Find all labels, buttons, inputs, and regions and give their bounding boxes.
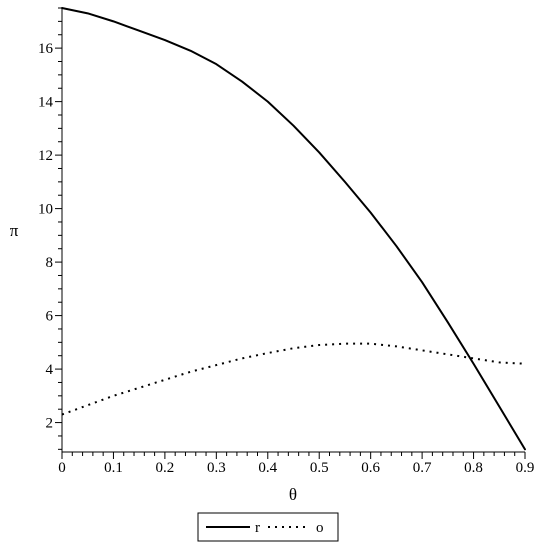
legend-label-o: o <box>316 520 324 536</box>
series-group <box>61 7 526 451</box>
series-line-r <box>61 7 526 451</box>
series-line-o <box>61 342 526 416</box>
x-tick-label: 0.7 <box>413 460 432 476</box>
y-axis-label: π <box>10 221 19 240</box>
x-tick-label: 0.6 <box>361 460 380 476</box>
x-tick-label: 0 <box>58 460 66 476</box>
y-tick-label: 2 <box>46 416 54 432</box>
y-axis-ticks: 2 4 6 8 10 12 14 16 <box>38 7 62 450</box>
y-tick-label: 8 <box>46 255 54 271</box>
x-tick-label: 0.3 <box>207 460 226 476</box>
legend-label-r: r <box>255 520 260 536</box>
x-tick-label: 0.1 <box>104 460 123 476</box>
x-tick-label: 0.4 <box>258 460 277 476</box>
axes <box>61 8 525 453</box>
x-axis-ticks: 0 0.1 0.2 0.3 0.4 0.5 0.6 0.7 0.8 0.9 <box>58 452 534 476</box>
legend: r o <box>197 512 339 542</box>
y-tick-label: 16 <box>38 41 54 57</box>
x-tick-label: 0.9 <box>516 460 535 476</box>
y-tick-label: 10 <box>38 202 53 218</box>
x-tick-label: 0.5 <box>310 460 329 476</box>
y-tick-label: 4 <box>46 362 54 378</box>
y-tick-label: 12 <box>38 148 53 164</box>
y-tick-label: 6 <box>46 309 54 325</box>
x-tick-label: 0.8 <box>464 460 483 476</box>
y-tick-label: 14 <box>38 95 54 111</box>
x-tick-label: 0.2 <box>156 460 175 476</box>
x-axis-label: θ <box>289 485 297 504</box>
